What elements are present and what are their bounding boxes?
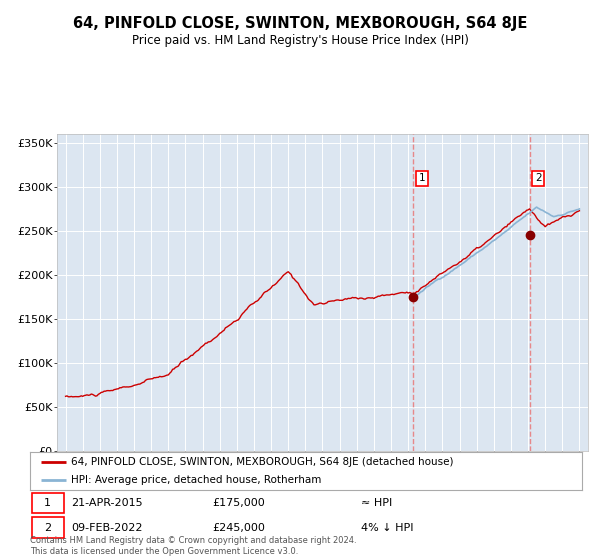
FancyBboxPatch shape [32, 517, 64, 538]
Text: 09-FEB-2022: 09-FEB-2022 [71, 522, 143, 533]
Text: ≈ HPI: ≈ HPI [361, 498, 392, 508]
Text: 4% ↓ HPI: 4% ↓ HPI [361, 522, 414, 533]
Text: £175,000: £175,000 [212, 498, 265, 508]
Text: Price paid vs. HM Land Registry's House Price Index (HPI): Price paid vs. HM Land Registry's House … [131, 34, 469, 46]
Text: 21-APR-2015: 21-APR-2015 [71, 498, 143, 508]
Text: 2: 2 [535, 174, 542, 183]
Text: 2: 2 [44, 522, 51, 533]
FancyBboxPatch shape [32, 493, 64, 514]
Text: HPI: Average price, detached house, Rotherham: HPI: Average price, detached house, Roth… [71, 475, 322, 485]
Text: 64, PINFOLD CLOSE, SWINTON, MEXBOROUGH, S64 8JE (detached house): 64, PINFOLD CLOSE, SWINTON, MEXBOROUGH, … [71, 457, 454, 467]
Text: 1: 1 [44, 498, 51, 508]
Text: Contains HM Land Registry data © Crown copyright and database right 2024.
This d: Contains HM Land Registry data © Crown c… [30, 536, 356, 556]
Text: 64, PINFOLD CLOSE, SWINTON, MEXBOROUGH, S64 8JE: 64, PINFOLD CLOSE, SWINTON, MEXBOROUGH, … [73, 16, 527, 31]
Text: 1: 1 [418, 174, 425, 183]
Text: £245,000: £245,000 [212, 522, 265, 533]
